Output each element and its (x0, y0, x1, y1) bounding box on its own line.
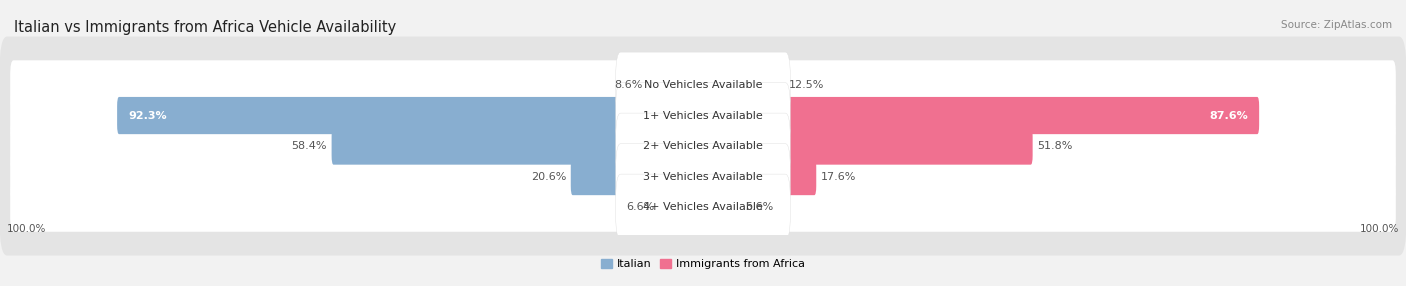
FancyBboxPatch shape (0, 67, 1406, 164)
Text: 58.4%: 58.4% (291, 141, 328, 151)
FancyBboxPatch shape (10, 121, 1396, 171)
Text: Source: ZipAtlas.com: Source: ZipAtlas.com (1281, 20, 1392, 30)
FancyBboxPatch shape (702, 97, 1260, 134)
FancyBboxPatch shape (10, 182, 1396, 232)
FancyBboxPatch shape (571, 158, 704, 195)
Text: 87.6%: 87.6% (1209, 111, 1247, 120)
Text: 4+ Vehicles Available: 4+ Vehicles Available (643, 202, 763, 212)
Text: 5.6%: 5.6% (745, 202, 773, 212)
FancyBboxPatch shape (616, 113, 790, 179)
FancyBboxPatch shape (10, 91, 1396, 140)
Text: No Vehicles Available: No Vehicles Available (644, 80, 762, 90)
FancyBboxPatch shape (616, 174, 790, 240)
FancyBboxPatch shape (0, 98, 1406, 194)
Text: 6.6%: 6.6% (627, 202, 655, 212)
Text: 51.8%: 51.8% (1038, 141, 1073, 151)
FancyBboxPatch shape (702, 188, 741, 226)
Text: 100.0%: 100.0% (1360, 224, 1399, 234)
Text: 100.0%: 100.0% (7, 224, 46, 234)
FancyBboxPatch shape (616, 83, 790, 148)
Text: 12.5%: 12.5% (789, 80, 824, 90)
FancyBboxPatch shape (702, 66, 785, 104)
Text: 2+ Vehicles Available: 2+ Vehicles Available (643, 141, 763, 151)
FancyBboxPatch shape (647, 66, 704, 104)
FancyBboxPatch shape (702, 158, 817, 195)
Text: 8.6%: 8.6% (614, 80, 643, 90)
Text: 92.3%: 92.3% (128, 111, 167, 120)
Text: 17.6%: 17.6% (821, 172, 856, 182)
Text: 20.6%: 20.6% (531, 172, 567, 182)
FancyBboxPatch shape (0, 128, 1406, 225)
FancyBboxPatch shape (10, 60, 1396, 110)
Text: 3+ Vehicles Available: 3+ Vehicles Available (643, 172, 763, 182)
Text: 1+ Vehicles Available: 1+ Vehicles Available (643, 111, 763, 120)
FancyBboxPatch shape (117, 97, 704, 134)
FancyBboxPatch shape (702, 128, 1032, 165)
Text: Italian vs Immigrants from Africa Vehicle Availability: Italian vs Immigrants from Africa Vehicl… (14, 20, 396, 35)
FancyBboxPatch shape (616, 144, 790, 210)
FancyBboxPatch shape (0, 158, 1406, 256)
FancyBboxPatch shape (0, 37, 1406, 134)
FancyBboxPatch shape (10, 152, 1396, 201)
Legend: Italian, Immigrants from Africa: Italian, Immigrants from Africa (602, 259, 804, 269)
FancyBboxPatch shape (332, 128, 704, 165)
FancyBboxPatch shape (659, 188, 704, 226)
FancyBboxPatch shape (616, 52, 790, 118)
